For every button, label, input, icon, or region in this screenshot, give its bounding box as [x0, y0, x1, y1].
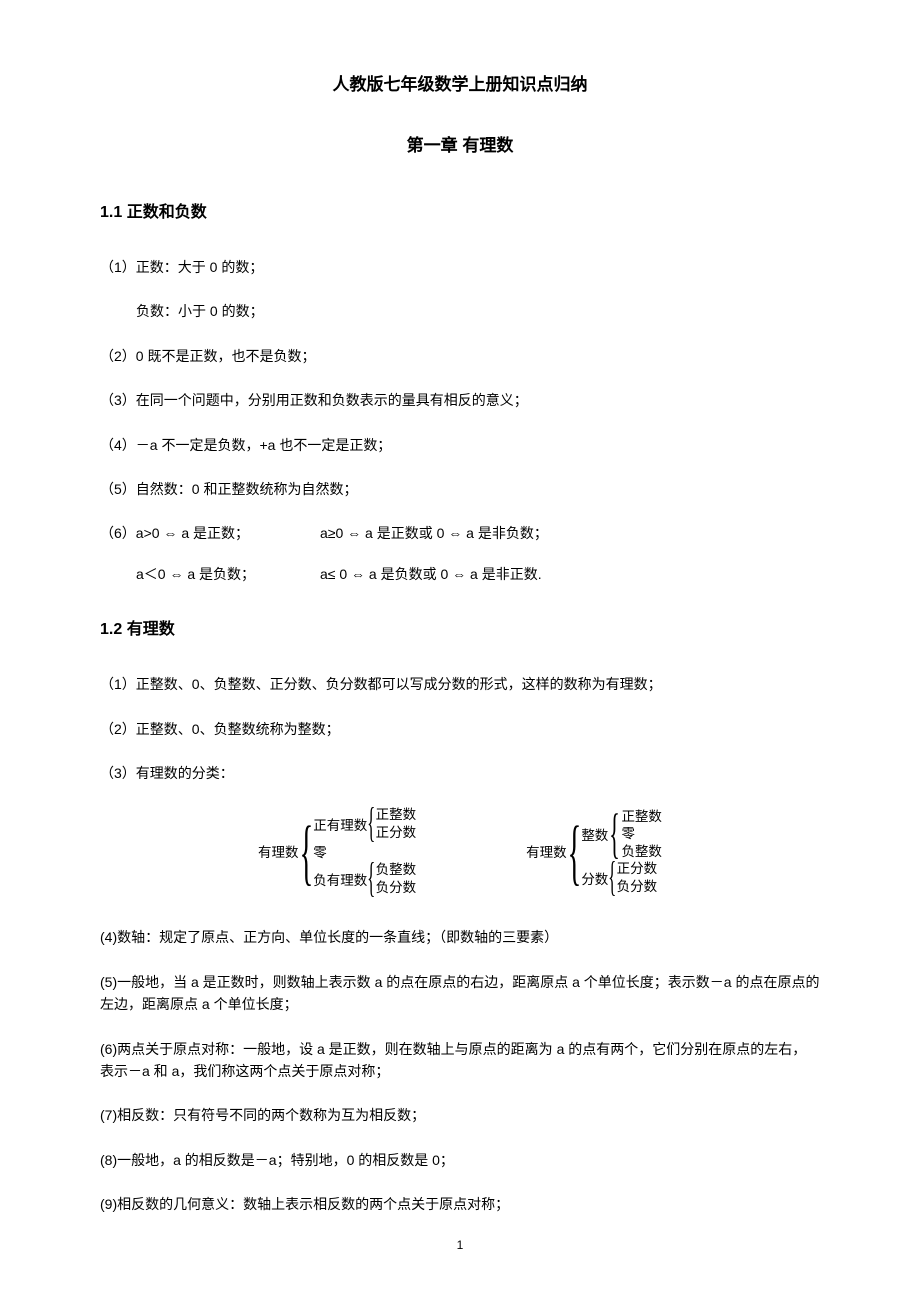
s12-p1: （1）正整数、0、负整数、正分数、负分数都可以写成分数的形式，这样的数称为有理数…: [100, 673, 820, 695]
tree-1: 有理数 { 正有理数 { 正整数 正分数 零 负有理数 {: [258, 806, 416, 896]
tree1-c1-leaf0: 正整数: [376, 806, 417, 824]
tree2-c2-leaf0: 正分数: [617, 860, 658, 878]
s11-p2: （2）0 既不是正数，也不是负数；: [100, 345, 820, 367]
brace-icon: {: [299, 822, 313, 881]
s12-p7: (7)相反数：只有符号不同的两个数称为互为相反数；: [100, 1104, 820, 1126]
brace-icon: {: [608, 861, 616, 895]
s11-p6c: a＜0 ⇔ a 是负数；: [136, 563, 320, 585]
s11-p1b: 负数：小于 0 的数；: [100, 300, 820, 322]
section-1-2-title: 1.2 有理数: [100, 615, 820, 639]
brace-icon: {: [367, 807, 375, 841]
s11-p6-row1: （6）a>0 ⇔ a 是正数； a≥0 ⇔ a 是正数或 0 ⇔ a 是非负数；: [100, 522, 820, 544]
s11-p4: （4）－a 不一定是负数，+a 也不一定是正数；: [100, 434, 820, 456]
page-number: 1: [100, 1238, 820, 1252]
document-title: 人教版七年级数学上册知识点归纳: [100, 70, 820, 95]
s11-p6d: a≤ 0 ⇔ a 是负数或 0 ⇔ a 是非正数.: [320, 563, 820, 585]
tree2-c1-leaf2: 负整数: [621, 843, 662, 861]
brace-icon: {: [367, 862, 375, 896]
s12-p3: （3）有理数的分类：: [100, 762, 820, 784]
tree2-c1-leaf1: 零: [621, 825, 662, 843]
chapter-title: 第一章 有理数: [100, 131, 820, 156]
s12-p2: （2）正整数、0、负整数统称为整数；: [100, 718, 820, 740]
s12-p6: (6)两点关于原点对称：一般地，设 a 是正数，则在数轴上与原点的距离为 a 的…: [100, 1038, 820, 1083]
tree1-c3-leaf1: 负分数: [376, 879, 417, 897]
classification-diagrams: 有理数 { 正有理数 { 正整数 正分数 零 负有理数 {: [100, 806, 820, 896]
s11-p1: （1）正数：大于 0 的数；: [100, 256, 820, 278]
tree2-c1-label: 整数: [581, 824, 608, 844]
tree2-c2-label: 分数: [581, 868, 608, 888]
s12-p4: (4)数轴：规定了原点、正方向、单位长度的一条直线；（即数轴的三要素）: [100, 926, 820, 948]
tree2-c1-leaf0: 正整数: [621, 808, 662, 826]
s12-p9: (9)相反数的几何意义：数轴上表示相反数的两个点关于原点对称；: [100, 1193, 820, 1215]
tree-2: 有理数 { 整数 { 正整数 零 负整数 分数 { 正分数: [526, 806, 662, 896]
tree1-c2-label: 零: [313, 841, 327, 861]
s11-p5: （5）自然数：0 和正整数统称为自然数；: [100, 478, 820, 500]
brace-icon: {: [567, 822, 581, 881]
tree2-c2-leaf1: 负分数: [617, 878, 658, 896]
tree1-c1-label: 正有理数: [313, 814, 367, 834]
tree1-c1-leaf1: 正分数: [376, 824, 417, 842]
section-1-1-title: 1.1 正数和负数: [100, 198, 820, 222]
tree2-root: 有理数: [526, 841, 567, 861]
s12-p5: (5)一般地，当 a 是正数时，则数轴上表示数 a 的点在原点的右边，距离原点 …: [100, 971, 820, 1016]
s12-p8: (8)一般地，a 的相反数是－a；特别地，0 的相反数是 0；: [100, 1149, 820, 1171]
s11-p6-row2: a＜0 ⇔ a 是负数； a≤ 0 ⇔ a 是负数或 0 ⇔ a 是非正数.: [100, 563, 820, 585]
tree1-c3-leaf0: 负整数: [376, 861, 417, 879]
s11-p3: （3）在同一个问题中，分别用正数和负数表示的量具有相反的意义；: [100, 389, 820, 411]
tree1-c3-label: 负有理数: [313, 869, 367, 889]
s11-p6a: （6）a>0 ⇔ a 是正数；: [100, 522, 320, 544]
tree1-root: 有理数: [258, 841, 299, 861]
s11-p6b: a≥0 ⇔ a 是正数或 0 ⇔ a 是非负数；: [320, 522, 820, 544]
brace-icon: {: [610, 812, 621, 856]
